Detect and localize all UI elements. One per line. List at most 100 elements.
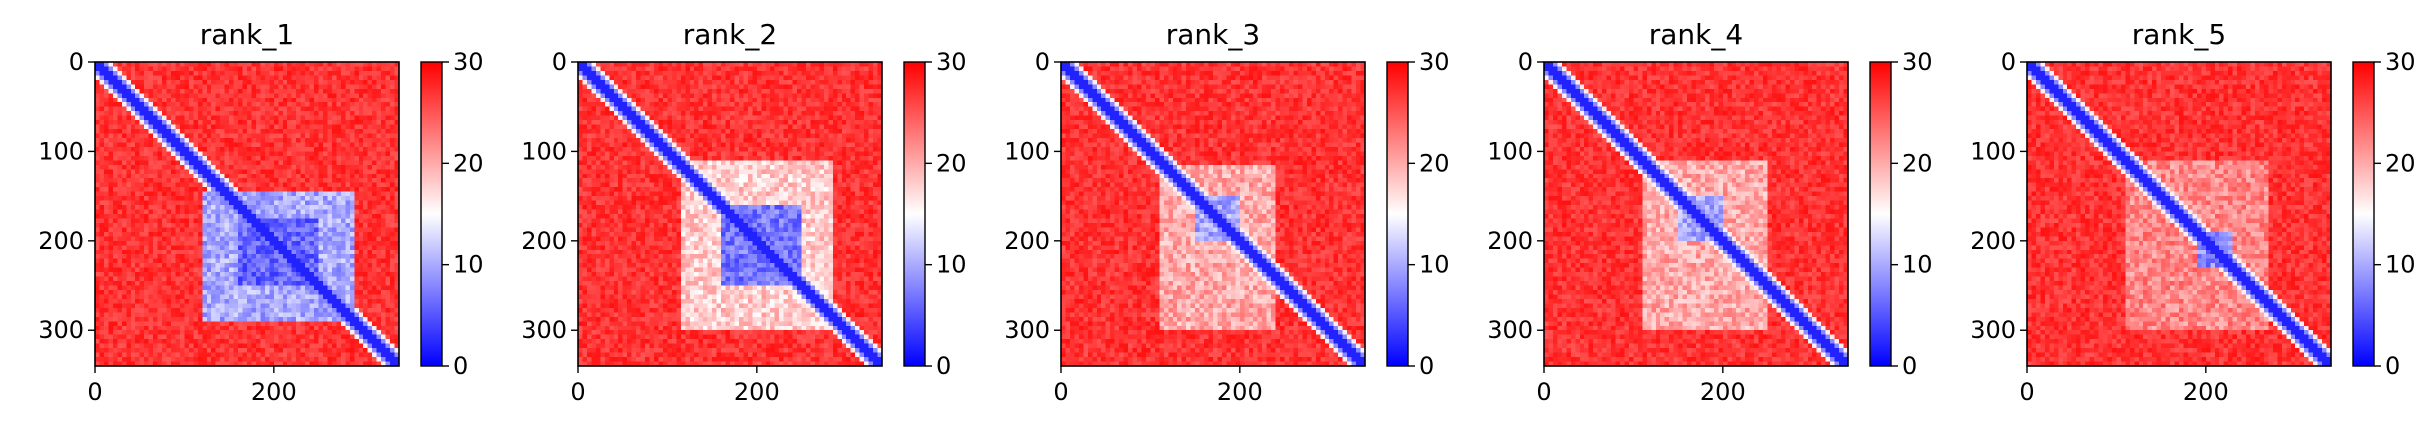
heatmap-cell — [180, 174, 185, 179]
heatmap-cell — [99, 326, 104, 331]
heatmap-cell — [108, 308, 113, 313]
heatmap-cell — [158, 254, 163, 259]
heatmap-cell — [667, 66, 672, 71]
heatmap-cell — [372, 263, 377, 268]
heatmap-cell — [117, 218, 122, 223]
heatmap-cell — [341, 178, 346, 183]
heatmap-cell — [135, 303, 140, 308]
heatmap-cell — [99, 174, 104, 179]
heatmap-cell — [149, 160, 154, 165]
heatmap-cell — [158, 134, 163, 139]
heatmap-cell — [377, 178, 382, 183]
heatmap-cell — [386, 294, 391, 299]
heatmap-cell — [135, 196, 140, 201]
heatmap-cell — [327, 294, 332, 299]
heatmap-cell — [390, 294, 395, 299]
heatmap-cell — [627, 80, 632, 85]
heatmap-cell — [113, 223, 118, 228]
heatmap-cell — [108, 303, 113, 308]
heatmap-cell — [198, 321, 203, 326]
heatmap-cell — [368, 71, 373, 76]
heatmap-cell — [305, 169, 310, 174]
heatmap-cell — [274, 344, 279, 349]
heatmap-cell — [332, 317, 337, 322]
heatmap-cell — [363, 241, 368, 246]
heatmap-cell — [260, 129, 265, 134]
heatmap-cell — [153, 272, 158, 277]
heatmap-cell — [158, 330, 163, 335]
heatmap-cell — [310, 169, 315, 174]
heatmap-cell — [113, 93, 118, 98]
heatmap-cell — [149, 138, 154, 143]
heatmap-cell — [390, 174, 395, 179]
heatmap-cell — [104, 250, 109, 255]
heatmap-cell — [332, 259, 337, 264]
heatmap-cell — [368, 223, 373, 228]
heatmap-cell — [220, 111, 225, 116]
heatmap-cell — [381, 210, 386, 215]
heatmap-cell — [131, 268, 136, 273]
heatmap-cell — [390, 205, 395, 210]
heatmap-cell — [341, 89, 346, 94]
heatmap-cell — [135, 250, 140, 255]
heatmap-cell — [207, 245, 212, 250]
heatmap-cell — [636, 71, 641, 76]
heatmap-cell — [390, 151, 395, 156]
heatmap-cell — [108, 236, 113, 241]
heatmap-cell — [184, 308, 189, 313]
heatmap-cell — [243, 107, 248, 112]
heatmap-cell — [359, 134, 364, 139]
heatmap-cell — [363, 142, 368, 147]
heatmap-cell — [278, 335, 283, 340]
heatmap-cell — [243, 192, 248, 197]
heatmap-cell — [117, 205, 122, 210]
heatmap-cell — [117, 344, 122, 349]
heatmap-cell — [144, 268, 149, 273]
heatmap-cell — [216, 317, 221, 322]
heatmap-cell — [175, 232, 180, 237]
heatmap-cell — [860, 66, 865, 71]
heatmap-cell — [167, 348, 172, 353]
heatmap-cell — [265, 192, 270, 197]
heatmap-cell — [122, 66, 127, 71]
heatmap-cell — [153, 218, 158, 223]
heatmap-cell — [193, 183, 198, 188]
heatmap-cell — [319, 214, 324, 219]
heatmap-cell — [108, 89, 113, 94]
heatmap-cell — [363, 192, 368, 197]
heatmap-cell — [287, 129, 292, 134]
heatmap-cell — [341, 183, 346, 188]
heatmap-cell — [390, 192, 395, 197]
heatmap-cell — [144, 245, 149, 250]
heatmap-cell — [319, 156, 324, 161]
heatmap-cell — [238, 277, 243, 282]
heatmap-cell — [229, 66, 234, 71]
heatmap-cell — [341, 210, 346, 215]
heatmap-cell — [140, 241, 145, 246]
heatmap-cell — [323, 183, 328, 188]
heatmap-cell — [283, 303, 288, 308]
heatmap-cell — [260, 335, 265, 340]
heatmap-cell — [99, 111, 104, 116]
heatmap-cell — [390, 281, 395, 286]
heatmap-cell — [350, 339, 355, 344]
heatmap-cell — [126, 138, 131, 143]
heatmap-cell — [251, 160, 256, 165]
heatmap-cell — [184, 138, 189, 143]
heatmap-cell — [113, 187, 118, 192]
heatmap-cell — [225, 210, 230, 215]
heatmap-cell — [220, 165, 225, 170]
heatmap-cell — [131, 330, 136, 335]
heatmap-cell — [175, 134, 180, 139]
heatmap-cell — [359, 286, 364, 291]
heatmap-cell — [126, 303, 131, 308]
heatmap-cell — [283, 339, 288, 344]
heatmap-cell — [368, 218, 373, 223]
heatmap-cell — [175, 263, 180, 268]
heatmap-cell — [377, 286, 382, 291]
heatmap-cell — [292, 214, 297, 219]
heatmap-cell — [345, 183, 350, 188]
heatmap-cell — [336, 196, 341, 201]
heatmap-cell — [301, 71, 306, 76]
heatmap-cell — [158, 89, 163, 94]
